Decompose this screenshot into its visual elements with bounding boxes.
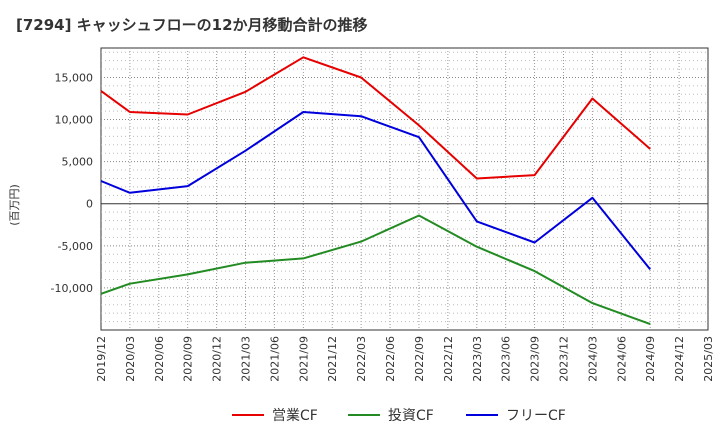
- x-tick-label: 2020/09: [182, 336, 195, 382]
- y-axis-ticks: 15,000 10,000 5,000 0 -5,000 -10,000: [51, 71, 93, 294]
- x-tick-label: 2021/12: [326, 336, 339, 382]
- x-axis-ticks: 2019/12 2020/03 2020/06 2020/09 2020/12 2021/…: [95, 336, 715, 382]
- plot-border: [100, 47, 709, 331]
- legend-label: 営業CF: [272, 408, 318, 424]
- y-tick-label: 5,000: [62, 156, 94, 169]
- x-tick-label: 2020/03: [124, 336, 137, 382]
- x-tick-label: 2023/06: [500, 336, 513, 382]
- x-tick-label: 2020/06: [153, 336, 166, 382]
- y-tick-label: -10,000: [51, 282, 93, 295]
- y-tick-label: 15,000: [55, 71, 94, 84]
- x-tick-label: 2022/09: [413, 336, 426, 382]
- x-tick-label: 2022/06: [384, 336, 397, 382]
- x-tick-label: 2021/06: [268, 336, 281, 382]
- x-tick-label: 2019/12: [95, 336, 108, 382]
- x-tick-label: 2021/03: [240, 336, 253, 382]
- x-tick-label: 2024/12: [673, 336, 686, 382]
- x-tick-label: 2022/03: [355, 336, 368, 382]
- chart-title: [7294] キャッシュフローの12か月移動合計の推移: [16, 16, 368, 34]
- y-tick-label: 10,000: [55, 114, 94, 127]
- grid-lines: [101, 48, 708, 330]
- x-tick-label: 2020/12: [211, 336, 224, 382]
- legend: 営業CF 投資CF フリーCF: [232, 408, 566, 424]
- legend-label: 投資CF: [388, 408, 434, 424]
- x-tick-label: 2024/03: [586, 336, 599, 382]
- legend-label: フリーCF: [506, 408, 566, 424]
- x-tick-label: 2024/09: [644, 336, 657, 382]
- x-tick-label: 2025/03: [702, 336, 715, 382]
- series-line-投資CF: [100, 214, 651, 326]
- x-tick-label: 2023/12: [557, 336, 570, 382]
- y-tick-label: -5,000: [58, 240, 93, 253]
- y-tick-label: 0: [86, 198, 93, 211]
- plot-area: [100, 47, 709, 331]
- x-tick-label: 2022/12: [442, 336, 455, 382]
- x-tick-label: 2024/06: [615, 336, 628, 382]
- x-tick-label: 2023/03: [471, 336, 484, 382]
- series-line-フリーCF: [100, 111, 651, 271]
- x-tick-label: 2021/09: [297, 336, 310, 382]
- x-tick-label: 2023/09: [529, 336, 542, 382]
- series-line-営業CF: [100, 56, 651, 180]
- y-axis-label: (百万円): [8, 184, 21, 226]
- series-lines: [100, 56, 651, 326]
